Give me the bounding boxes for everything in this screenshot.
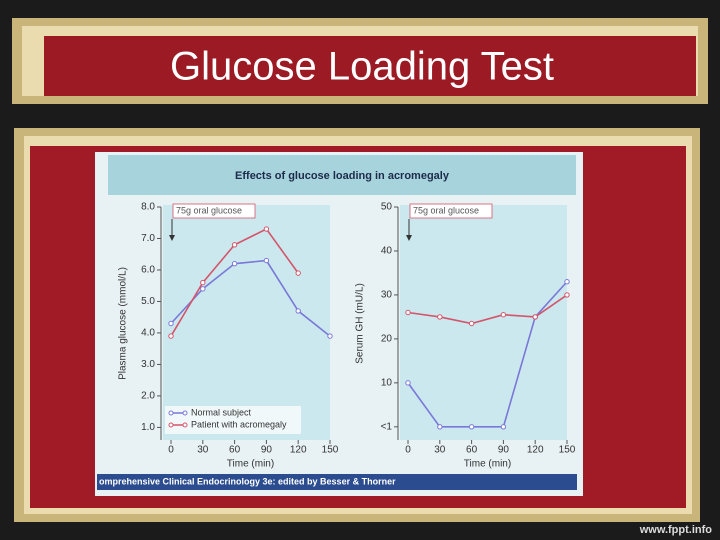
x-tick-label: 90: [498, 445, 510, 456]
figure-title: Effects of glucose loading in acromegaly: [235, 170, 450, 182]
legend-marker: [168, 422, 174, 428]
x-tick-label: 150: [322, 445, 339, 456]
data-point: [295, 308, 301, 314]
data-point: [437, 424, 443, 430]
x-axis-label: Time (min): [464, 459, 511, 470]
slide-title: Glucose Loading Test: [170, 45, 554, 89]
annotation: 75g oral glucose: [176, 205, 242, 215]
x-tick-label: 60: [466, 445, 478, 456]
source: omprehensive Clinical Endocrinology 3e: …: [99, 476, 396, 486]
figure-header: [108, 155, 576, 195]
legend-label: Normal subject: [191, 407, 252, 417]
data-point: [405, 309, 411, 316]
annotation: 75g oral glucose: [413, 205, 479, 215]
plot-area: [163, 205, 330, 440]
data-point: [405, 380, 411, 386]
data-point: [200, 279, 206, 286]
data-point: [500, 424, 507, 430]
y-axis-label: Plasma glucose (mmol/L): [118, 267, 129, 380]
y-tick-label: 6.0: [141, 265, 155, 276]
y-tick-label: 20: [381, 334, 393, 345]
data-point: [564, 292, 570, 298]
series-line: [407, 281, 568, 428]
legend-marker: [182, 422, 188, 428]
y-tick-label: <1: [381, 421, 393, 432]
title-panel: [44, 36, 696, 96]
y-tick-label: 30: [381, 290, 393, 301]
x-tick-label: 150: [559, 445, 576, 456]
annotation-box: [409, 203, 493, 219]
data-point: [295, 270, 301, 276]
legend-marker: [168, 410, 174, 416]
x-tick-label: 120: [527, 445, 544, 456]
y-tick-label: 1.0: [141, 422, 155, 433]
watermark: www.fppt.info: [639, 524, 713, 536]
data-point: [263, 226, 270, 232]
y-axis-label: Serum GH (mU/L): [355, 283, 366, 364]
source-bar: [97, 474, 577, 490]
data-point: [168, 320, 174, 327]
y-tick-label: 3.0: [141, 359, 155, 370]
y-tick-label: 7.0: [141, 233, 155, 244]
data-point: [200, 286, 206, 292]
y-tick-label: 50: [381, 202, 393, 213]
x-tick-label: 120: [290, 445, 307, 456]
x-tick-label: 30: [434, 445, 446, 456]
x-tick-label: 60: [229, 445, 241, 456]
y-tick-label: 40: [381, 246, 393, 257]
x-tick-label: 90: [261, 445, 273, 456]
annotation-arrowhead: [169, 235, 175, 241]
data-point: [564, 279, 570, 285]
annotation-arrowhead: [406, 235, 412, 241]
data-point: [168, 333, 174, 339]
data-point: [500, 312, 507, 318]
data-point: [231, 242, 238, 248]
y-tick-label: 5.0: [141, 296, 155, 307]
legend-marker: [182, 410, 188, 416]
y-tick-label: 2.0: [141, 391, 155, 402]
y-tick-label: 4.0: [141, 328, 155, 339]
x-tick-label: 0: [405, 445, 411, 456]
data-point: [468, 320, 475, 327]
legend-label: Patient with acromegaly: [191, 419, 287, 429]
y-tick-label: 8.0: [141, 202, 155, 213]
data-point: [327, 333, 333, 339]
x-tick-label: 30: [197, 445, 209, 456]
series-line: [407, 294, 568, 325]
data-point: [437, 314, 443, 320]
data-point: [263, 257, 270, 264]
plot-area: [400, 205, 567, 440]
y-tick-label: 10: [381, 377, 393, 388]
legend-box: [165, 406, 301, 434]
data-point: [231, 260, 238, 267]
annotation-box: [172, 203, 256, 219]
x-tick-label: 0: [168, 445, 174, 456]
data-point: [468, 424, 475, 430]
x-axis-label: Time (min): [227, 459, 274, 470]
data-point: [532, 314, 538, 320]
series-line: [170, 259, 331, 337]
